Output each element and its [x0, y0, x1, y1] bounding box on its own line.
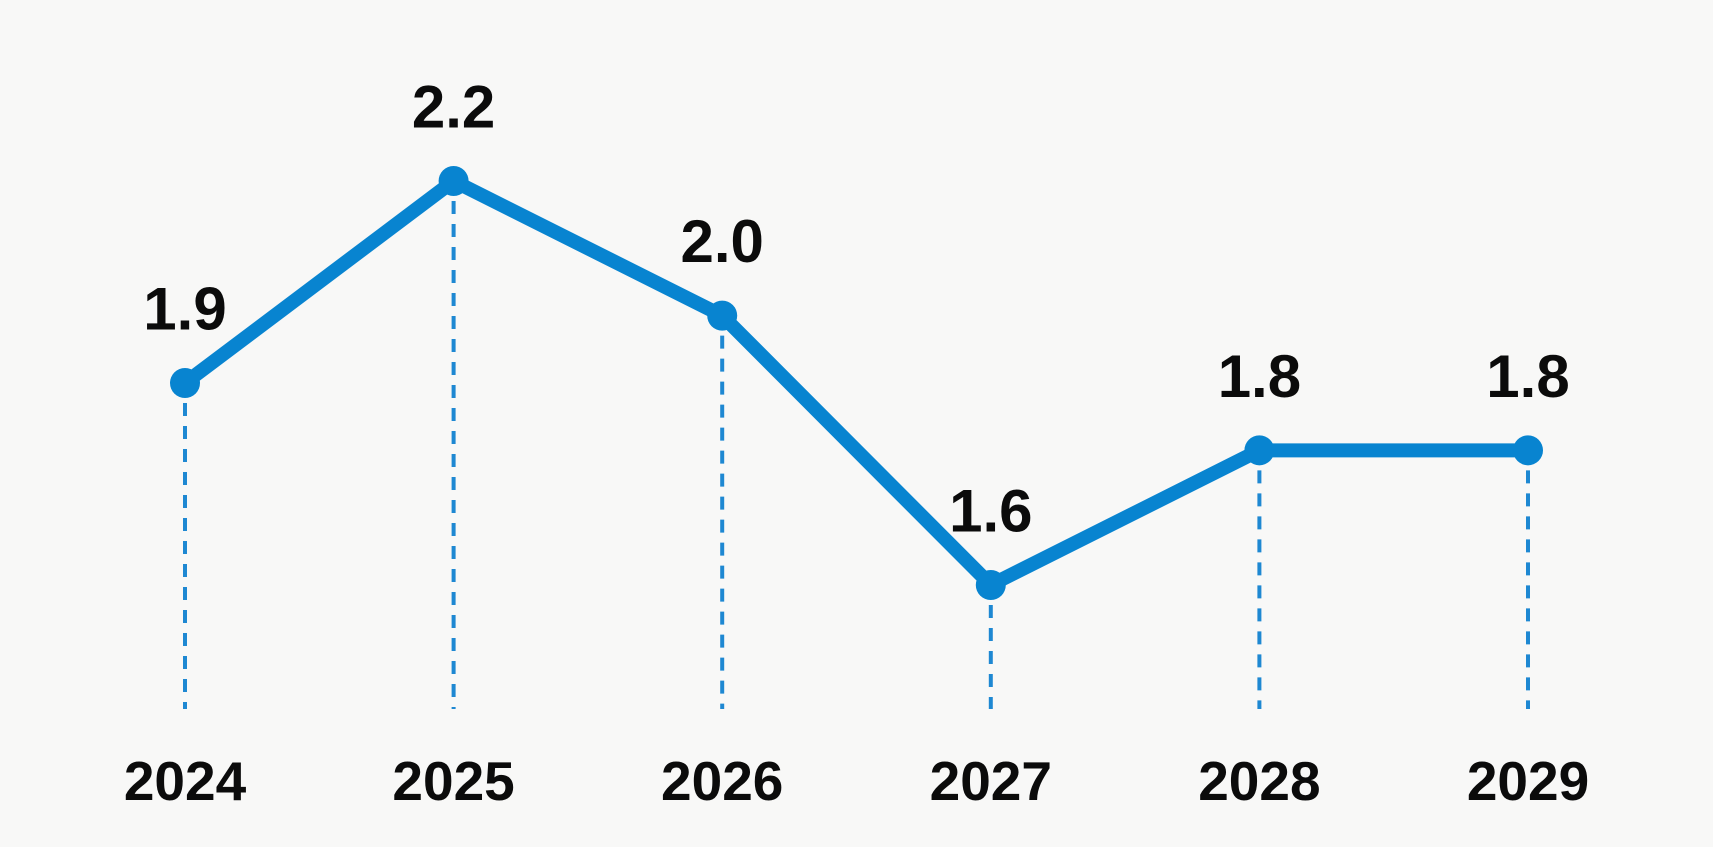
- x-axis-label-2024: 2024: [124, 750, 247, 812]
- x-axis-label-2025: 2025: [392, 750, 514, 812]
- x-axis-label-2026: 2026: [661, 750, 783, 812]
- data-point-marker-2027: [975, 569, 1006, 600]
- data-point-marker-2025: [438, 166, 469, 196]
- data-point-marker-2026: [707, 300, 738, 331]
- x-axis-label-2028: 2028: [1198, 750, 1320, 812]
- value-label-2028: 1.8: [1218, 343, 1301, 410]
- value-label-2025: 2.2: [412, 74, 495, 141]
- x-axis-label-2029: 2029: [1467, 750, 1589, 812]
- value-label-2027: 1.6: [949, 477, 1032, 544]
- trend-line: [178, 174, 1535, 592]
- value-label-2026: 2.0: [680, 208, 763, 275]
- data-point-marker-2028: [1244, 435, 1275, 466]
- value-label-2024: 1.9: [143, 275, 226, 342]
- data-point-marker-2024: [170, 367, 200, 398]
- data-point-marker-2029: [1513, 435, 1543, 466]
- value-label-2029: 1.8: [1486, 343, 1569, 410]
- x-axis-label-2027: 2027: [930, 750, 1052, 812]
